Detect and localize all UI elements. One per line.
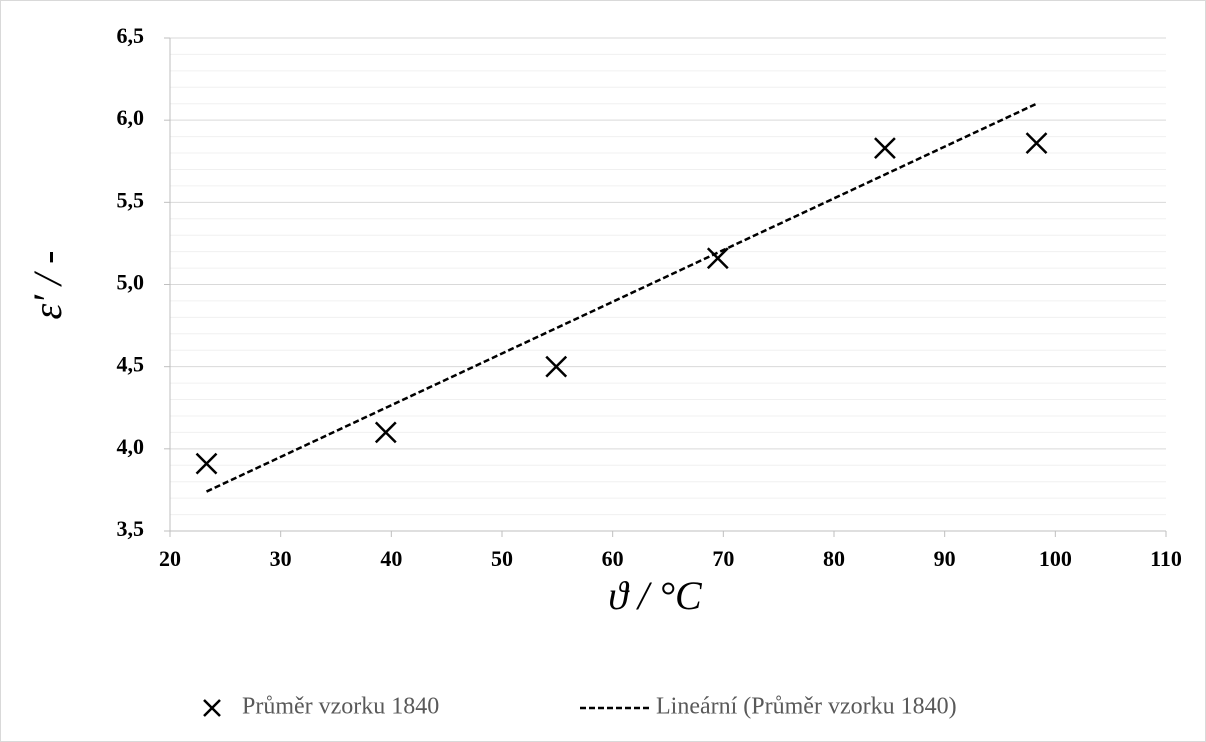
x-axis-label: ϑ / °C [608, 573, 703, 618]
x-tick-label: 70 [712, 546, 734, 571]
x-tick-label: 40 [380, 546, 402, 571]
y-tick-label: 6,0 [117, 105, 145, 130]
x-tick-label: 90 [934, 546, 956, 571]
data-point [1025, 132, 1048, 155]
x-tick-label: 60 [602, 546, 624, 571]
data-point [874, 137, 896, 159]
y-tick-label: 3,5 [117, 516, 145, 541]
y-tick-label: 4,5 [117, 352, 145, 377]
data-point [195, 452, 218, 475]
x-tick-label: 110 [1150, 546, 1182, 571]
data-point [545, 355, 568, 378]
y-tick-label: 4,0 [117, 434, 145, 459]
x-tick-label: 100 [1039, 546, 1072, 571]
legend-marker [203, 699, 221, 717]
x-tick-label: 30 [270, 546, 292, 571]
legend-label: Průměr vzorku 1840 [242, 694, 439, 720]
x-tick-label: 20 [159, 546, 181, 571]
data-point [706, 247, 729, 270]
y-axis-label: ε′ / - [25, 251, 70, 320]
y-tick-label: 5,5 [117, 187, 145, 212]
x-tick-label: 50 [491, 546, 513, 571]
legend-label: Lineární (Průměr vzorku 1840) [656, 694, 957, 720]
x-tick-label: 80 [823, 546, 845, 571]
data-point [374, 421, 397, 444]
y-tick-label: 6,5 [117, 23, 145, 48]
y-tick-label: 5,0 [117, 270, 145, 295]
